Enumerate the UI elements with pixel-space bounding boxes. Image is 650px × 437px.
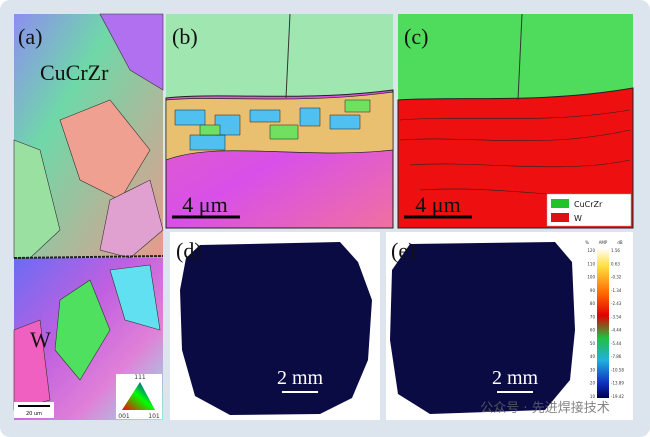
colorbar xyxy=(597,248,609,398)
colorbar-tick-label: 50 xyxy=(590,341,596,346)
panel-label: (d) xyxy=(176,238,202,263)
material-label: W xyxy=(30,327,51,352)
panel-a: (a) CuCrZr W 20 um 111 001 101 xyxy=(13,13,164,420)
grains xyxy=(199,99,371,140)
grain xyxy=(109,264,161,331)
scale-label: 2 mm xyxy=(492,367,539,389)
colorbar-tick-label: -7.86 xyxy=(611,354,622,359)
w-phase xyxy=(397,87,634,229)
watermark: 公众号 · 先进焊接技术 xyxy=(480,400,609,416)
colorbar-tick-label: 90 xyxy=(590,288,596,293)
panel-e: (e) 2 mm AMP % dB 120 110 100 90 80 70 60 50 40 3… xyxy=(386,232,633,420)
grain-boundaries xyxy=(399,109,631,197)
scale-label: 20 um xyxy=(26,411,42,417)
material-label: CuCrZr xyxy=(40,60,109,85)
colorbar-tick-label: 20 xyxy=(590,381,596,386)
colorbar-tick-label: 0.63 xyxy=(611,261,620,266)
scan-map xyxy=(390,242,575,414)
panel-label: (c) xyxy=(404,24,428,49)
grain xyxy=(99,13,164,91)
panel-b: (b) 4 μm xyxy=(165,13,394,229)
colorbar-tick-label: 120 xyxy=(587,248,595,253)
colorbar-title: AMP xyxy=(599,240,608,245)
colorbar-tick-label: 110 xyxy=(587,261,595,266)
grain xyxy=(13,139,61,259)
scale-label: 4 μm xyxy=(415,192,460,217)
legend-swatch xyxy=(551,199,569,208)
colorbar-tick-label: 70 xyxy=(590,314,596,319)
grain xyxy=(99,179,164,259)
colorbar-tick-label: 80 xyxy=(590,301,596,306)
colorbar-tick-label: -2.43 xyxy=(611,301,622,306)
boundary xyxy=(285,13,291,99)
grain xyxy=(54,279,111,381)
panel-label: (a) xyxy=(18,24,42,49)
ipf-triangle xyxy=(122,382,155,410)
ipf-label: 001 xyxy=(118,413,130,420)
legend-swatch xyxy=(551,213,569,222)
colorbar-tick-label: -10.58 xyxy=(611,367,624,372)
legend-label: W xyxy=(574,214,582,223)
interface xyxy=(13,255,164,259)
colorbar-tick-label: 100 xyxy=(587,275,595,280)
panel-c: (c) 4 μm CuCrZr W xyxy=(397,13,634,229)
legend-label: CuCrZr xyxy=(574,200,603,209)
colorbar-tick-label: 10 xyxy=(590,394,596,399)
grain xyxy=(59,99,151,201)
colorbar-unit: dB xyxy=(617,240,623,245)
colorbar-tick-label: 30 xyxy=(590,367,596,372)
colorbar-tick-label: 1.56 xyxy=(611,248,620,253)
ipf-label: 101 xyxy=(148,413,160,420)
colorbar-tick-label: -0.32 xyxy=(611,275,622,280)
colorbar-tick-label: -19.42 xyxy=(611,394,624,399)
colorbar-unit: % xyxy=(585,240,589,245)
colorbar-tick-label: -4.44 xyxy=(611,328,622,333)
scale-label: 4 μm xyxy=(182,192,227,217)
colorbar-tick-label: -13.89 xyxy=(611,381,624,386)
scale-label: 2 mm xyxy=(277,367,324,389)
boundary xyxy=(517,13,523,101)
panel-d: (d) 2 mm xyxy=(170,232,380,420)
ipf-label: 111 xyxy=(134,374,146,381)
colorbar-tick-label: 40 xyxy=(590,354,596,359)
panel-label: (b) xyxy=(172,24,198,49)
grain xyxy=(13,319,51,411)
panel-label: (e) xyxy=(391,238,415,263)
colorbar-tick-label: -5.44 xyxy=(611,341,622,346)
colorbar-tick-label: -1.34 xyxy=(611,288,622,293)
colorbar-tick-label: 60 xyxy=(590,328,596,333)
scan-map xyxy=(180,242,372,415)
colorbar-tick-label: -3.54 xyxy=(611,314,622,319)
